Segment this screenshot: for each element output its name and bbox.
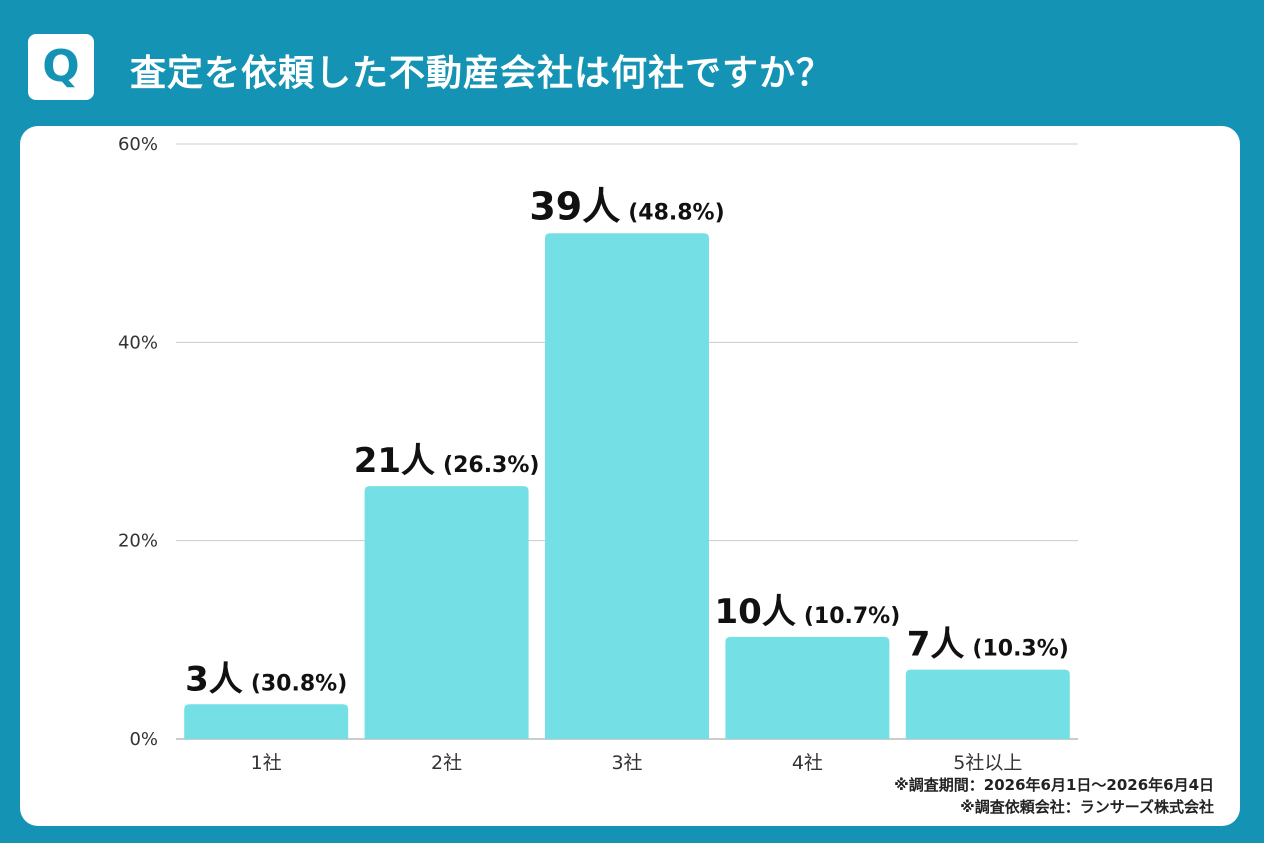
bar (545, 233, 709, 739)
x-tick-label: 3社 (611, 752, 642, 774)
x-tick-label: 2社 (431, 752, 462, 774)
y-tick-label: 20% (118, 531, 158, 552)
q-badge-letter: Q (42, 41, 80, 92)
y-tick-label: 40% (118, 332, 158, 353)
count-label: 7人 (907, 625, 965, 665)
survey-company-note: ※調査依頼会社：ランサーズ株式会社 (960, 798, 1214, 816)
data-label: 10人 (10.7%) (715, 592, 901, 632)
bar (184, 704, 349, 739)
count-label: 10人 (715, 592, 796, 632)
percent-label: (30.8%) (251, 671, 347, 696)
y-tick-label: 0% (129, 729, 158, 750)
percent-label: (10.3%) (972, 637, 1068, 662)
x-tick-label: 1社 (251, 752, 282, 774)
count-label: 21人 (354, 441, 435, 481)
footnotes: ※調査期間：2026年6月1日〜2026年6月4日 ※調査依頼会社：ランサーズ株… (894, 774, 1214, 818)
percent-label: (26.3%) (443, 453, 539, 478)
data-label: 7人 (10.3%) (907, 625, 1069, 665)
bar (905, 669, 1070, 739)
data-label: 21人 (26.3%) (354, 441, 540, 481)
bar (725, 636, 890, 739)
bar (364, 486, 529, 739)
data-label: 39人 (48.8%) (529, 184, 724, 228)
x-tick-label: 5社以上 (953, 752, 1022, 774)
q-badge-icon: Q (28, 34, 94, 100)
page-title: 査定を依頼した不動産会社は何社ですか？ (130, 53, 834, 94)
count-label: 3人 (185, 659, 243, 699)
count-label: 39人 (529, 184, 620, 228)
percent-label: (10.7%) (804, 604, 900, 629)
survey-period-note: ※調査期間：2026年6月1日〜2026年6月4日 (894, 776, 1214, 794)
x-tick-label: 4社 (792, 752, 823, 774)
data-label: 3人 (30.8%) (185, 659, 347, 699)
y-tick-label: 60% (118, 134, 158, 155)
percent-label: (48.8%) (628, 200, 724, 225)
